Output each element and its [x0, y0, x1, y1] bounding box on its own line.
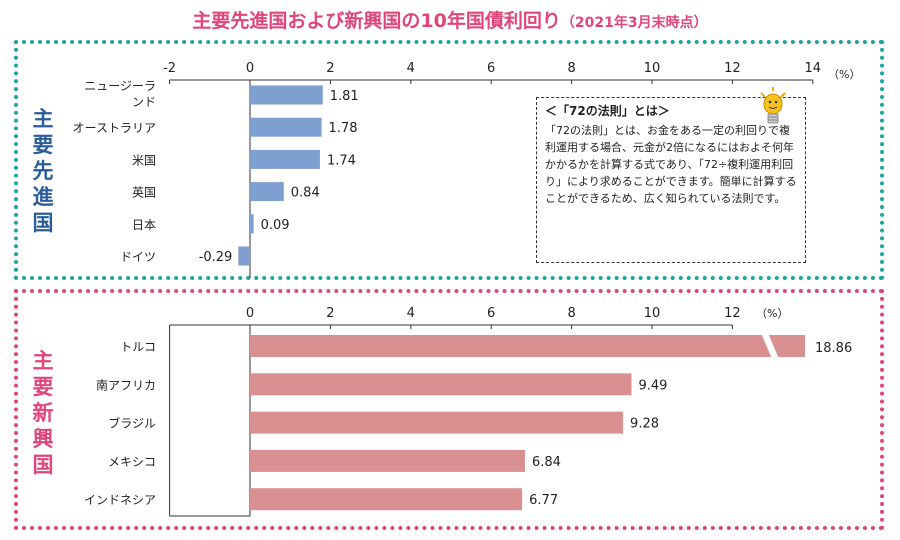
- emg-category-label: 南アフリカ: [96, 377, 156, 392]
- emg-value-label: 6.84: [532, 455, 561, 470]
- adv-tick-label: 8: [567, 61, 575, 76]
- emg-category-label: トルコ: [120, 340, 156, 354]
- emg-bar: [250, 373, 632, 396]
- note-title: ＜「72の法則」とは＞: [545, 104, 670, 118]
- advanced-panel: [14, 40, 884, 280]
- adv-value-label: 1.78: [329, 121, 358, 136]
- adv-tick-label: 12: [724, 61, 741, 76]
- adv-category-label: ドイツ: [120, 250, 156, 264]
- adv-tick-label: 0: [246, 61, 254, 76]
- adv-value-label: 0.84: [291, 186, 320, 201]
- emg-category-label: インドネシア: [84, 493, 156, 507]
- lightbulb-icon: [760, 87, 786, 124]
- note-body: 「72の法則」とは、お金をある一定の利回りで複利運用する場合、元金が2倍になるに…: [545, 124, 797, 205]
- adv-bar: [250, 182, 284, 202]
- group-label-emerging: 主要新興国: [32, 349, 54, 477]
- adv-value-label: -0.29: [199, 250, 233, 265]
- adv-category-label: ンド: [132, 95, 156, 109]
- emg-tick-label: 0: [246, 306, 254, 321]
- emg-bar: [250, 449, 525, 472]
- adv-bar: [250, 214, 254, 234]
- adv-bar: [250, 117, 322, 137]
- adv-unit-label: （%）: [828, 68, 860, 81]
- adv-tick-label: 6: [487, 61, 495, 76]
- adv-category-label: 英国: [132, 186, 156, 200]
- chart-title: 主要先進国および新興国の10年国債利回り（2021年3月末時点）: [0, 6, 900, 33]
- emg-bar: [250, 411, 624, 434]
- emg-tick-label: 2: [326, 306, 334, 321]
- adv-bar: [238, 246, 250, 266]
- emg-unit-label: （%）: [756, 307, 788, 320]
- adv-tick-label: 2: [326, 61, 334, 76]
- emg-bar: [250, 488, 523, 511]
- adv-category-label: 米国: [132, 153, 156, 167]
- adv-category-label: オーストラリア: [73, 121, 156, 135]
- emg-tick-label: 10: [644, 306, 661, 321]
- adv-tick-label: 14: [805, 61, 822, 76]
- emg-axis-break: [761, 333, 779, 359]
- adv-value-label: 0.09: [261, 218, 290, 233]
- adv-tick-label: 10: [644, 61, 661, 76]
- adv-category-label: ニュージーラ: [84, 79, 156, 93]
- emg-tick-label: 6: [487, 306, 495, 321]
- adv-bar: [250, 85, 323, 105]
- adv-bar: [250, 149, 320, 169]
- title-date: （2021年3月末時点）: [560, 15, 708, 31]
- emg-value-label: 9.49: [638, 378, 667, 393]
- emg-category-label: メキシコ: [108, 455, 156, 469]
- emg-value-label: 18.86: [815, 341, 852, 356]
- emg-value-label: 6.77: [529, 493, 558, 508]
- emg-tick-label: 4: [407, 306, 415, 321]
- adv-value-label: 1.74: [327, 153, 356, 168]
- emerging-panel: [14, 289, 884, 530]
- emg-bar: [250, 335, 805, 357]
- adv-tick-label: -2: [163, 61, 176, 76]
- emg-value-label: 9.28: [630, 417, 659, 432]
- emg-tick-label: 8: [567, 306, 575, 321]
- adv-tick-label: 4: [407, 61, 415, 76]
- adv-category-label: 日本: [132, 218, 156, 232]
- emg-category-label: ブラジル: [108, 416, 156, 431]
- emg-tick-label: 12: [724, 306, 741, 321]
- title-main: 主要先進国および新興国の10年国債利回り: [192, 10, 561, 32]
- note-box: ＜「72の法則」とは＞ 「72の法則」とは、お金をある一定の利回りで複利運用する…: [536, 97, 806, 263]
- group-label-advanced: 主要先進国: [32, 107, 54, 235]
- adv-value-label: 1.81: [330, 89, 359, 104]
